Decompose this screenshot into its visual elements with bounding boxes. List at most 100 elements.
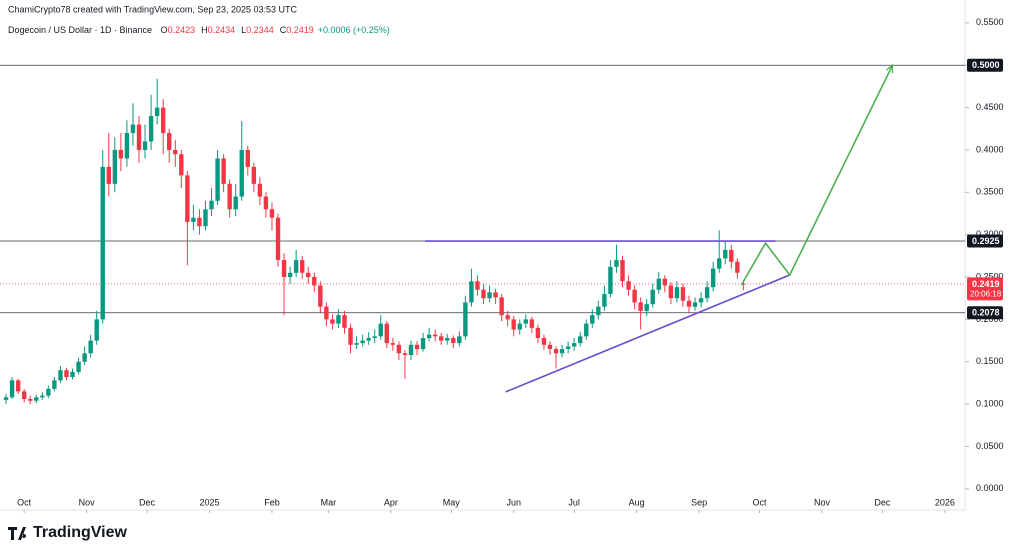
candle-body (215, 158, 220, 201)
candle-body (342, 315, 347, 328)
candle-body (221, 158, 226, 184)
candle-body (299, 260, 305, 273)
ohlc-value: 0.2419 (286, 25, 314, 35)
drawing-line (505, 274, 791, 393)
candle-body (451, 338, 456, 344)
candle-body (650, 289, 655, 305)
candle-body (46, 388, 51, 396)
x-tick-label: Jun (506, 497, 521, 507)
candle-body (590, 315, 595, 324)
candle-body (710, 268, 716, 288)
candle-body (463, 302, 468, 337)
candle-body (644, 304, 649, 311)
candle-body (148, 116, 154, 142)
candle-body (354, 343, 359, 345)
candle-body (3, 397, 9, 400)
candle-body (735, 261, 740, 273)
candle-body (686, 300, 692, 307)
y-tick-label: 0.5500 (976, 17, 1004, 27)
candle-body (432, 334, 438, 337)
candle-body (330, 319, 335, 324)
candle-body (384, 323, 390, 344)
candle-body (656, 278, 661, 290)
y-tick-label: 0.3000 (976, 229, 1004, 239)
candle-body (21, 391, 27, 400)
y-tick-label: 0.4000 (976, 144, 1004, 154)
x-tick-label: Oct (17, 497, 32, 507)
candle-body (257, 183, 263, 197)
candle-body (553, 349, 559, 354)
candle-body (52, 380, 57, 389)
level-label: 0.5000 (972, 60, 1000, 70)
ohlc-value: 0.2423 (168, 25, 196, 35)
candle-body (70, 371, 75, 377)
candle-body (293, 260, 299, 273)
x-tick-label: Apr (384, 497, 398, 507)
candle-body (173, 149, 178, 155)
candle-body (245, 149, 250, 167)
candle-body (614, 260, 619, 267)
candle-body (704, 287, 710, 299)
candle-body (578, 336, 583, 344)
candle-body (469, 281, 474, 303)
candle-body (445, 338, 450, 341)
brand-name: TradingView (33, 524, 128, 541)
credit: ChamiCrypto78 created with TradingView.c… (8, 4, 297, 14)
candle-body (723, 249, 728, 259)
candle-body (203, 209, 208, 227)
candle-body (64, 370, 69, 377)
last-price-box (967, 277, 1003, 301)
candle-body (402, 353, 408, 355)
drawing-line (740, 64, 894, 286)
candle-body (626, 281, 631, 290)
ohlc-label: C (280, 25, 287, 35)
candle-body (233, 196, 238, 210)
candle-body (535, 327, 541, 339)
candle-body (124, 133, 130, 159)
candle-body (281, 260, 287, 278)
change: +0.0006 (+0.25%) (318, 25, 390, 35)
y-tick-label: 0.0000 (976, 483, 1004, 493)
candle-body (360, 340, 365, 344)
x-tick-label: Dec (874, 497, 891, 507)
candle-body (318, 285, 323, 307)
candle-body (251, 166, 257, 184)
candle-body (396, 344, 402, 354)
candle-body (179, 154, 184, 176)
candle-body (390, 343, 396, 345)
candle-body (662, 278, 668, 286)
candle-body (668, 285, 674, 299)
candle-body (596, 306, 601, 316)
level-label: 0.2925 (972, 236, 1000, 246)
candle-body (94, 319, 99, 341)
candle-body (154, 107, 160, 117)
candle-body (9, 380, 15, 398)
y-tick-label: 0.0500 (976, 441, 1004, 451)
candle-body (529, 319, 535, 328)
x-tick-label: May (443, 497, 461, 507)
level-label-box (967, 234, 1003, 248)
candle-body (420, 338, 426, 350)
header-line: Dogecoin / US Dollar · 1D · Binance O0.2… (8, 25, 390, 35)
x-tick-label: Mar (321, 497, 337, 507)
candle-body (408, 344, 414, 355)
candle-body (475, 281, 480, 290)
candle-body (517, 323, 522, 330)
symbol: Dogecoin / US Dollar · 1D · Binance (8, 25, 152, 35)
candle-body (674, 287, 680, 299)
candle-body (312, 277, 317, 286)
level-label-box (967, 306, 1003, 320)
candle-body (287, 272, 293, 278)
x-tick-label: Oct (753, 497, 768, 507)
candle-body (457, 336, 462, 344)
candle-body (541, 338, 547, 345)
candle-body (487, 292, 492, 299)
candle-body (130, 124, 136, 134)
candle-body (100, 166, 105, 320)
countdown: 20:06:18 (970, 289, 1002, 298)
candle-body (263, 196, 269, 210)
candle-body (481, 289, 486, 299)
candle-body (88, 340, 93, 354)
candle-body (167, 133, 172, 150)
x-tick-label: Jul (568, 497, 580, 507)
